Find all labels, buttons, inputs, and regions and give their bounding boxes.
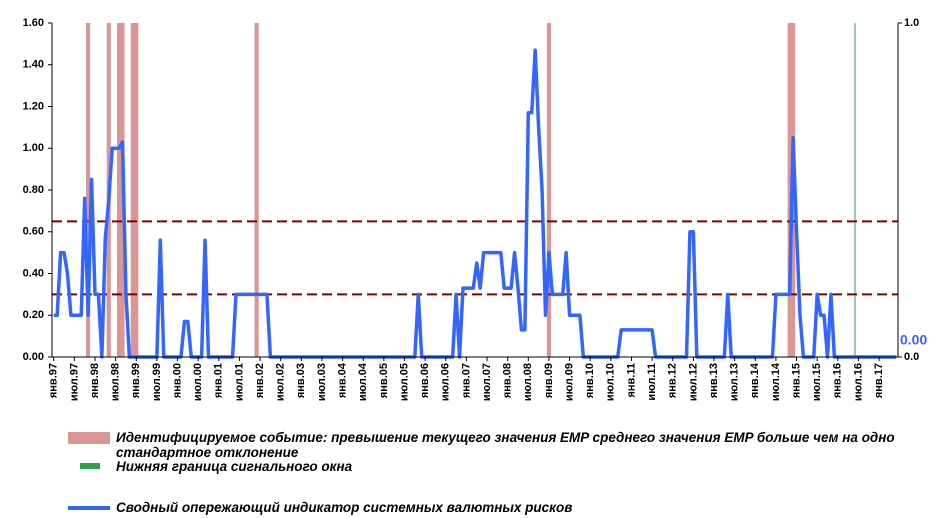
event-bar — [854, 23, 856, 357]
x-tick-label: янв.98 — [89, 363, 101, 398]
legend-label: Нижняя граница сигнального окна — [116, 459, 353, 474]
event-bar — [787, 23, 792, 357]
x-tick-label: янв.03 — [295, 363, 307, 398]
legend-swatch-window — [80, 463, 100, 469]
x-tick-label: янв.02 — [254, 363, 266, 398]
x-tick-label: июл.15 — [811, 363, 823, 401]
legend-label: Сводный опережающий индикатор системных … — [116, 500, 573, 515]
x-tick-label: июл.99 — [151, 363, 163, 401]
event-bar — [86, 23, 91, 357]
x-tick-label: июл.97 — [68, 363, 80, 401]
y-tick-label: 0.20 — [23, 309, 44, 321]
x-tick-label: янв.05 — [378, 363, 390, 398]
event-bar — [116, 23, 122, 357]
x-tick-label: июл.05 — [398, 363, 410, 401]
x-tick-label: июл.13 — [729, 363, 741, 401]
legend-swatch-event — [68, 432, 110, 444]
x-tick-label: янв.09 — [543, 363, 555, 398]
x-tick-label: янв.07 — [460, 363, 472, 398]
x-tick-label: июл.01 — [233, 363, 245, 401]
end-label: 0.00 — [900, 332, 927, 348]
event-bar — [254, 23, 259, 357]
x-tick-label: янв.16 — [832, 363, 844, 398]
y-tick-label: 1.20 — [23, 100, 44, 112]
x-tick-label: июл.08 — [522, 363, 534, 401]
chart: 0.00 0.00 0.20 0.40 0.60 0.80 1.00 1.20 1.40 1.60… — [23, 17, 928, 401]
x-tick-label: июл.98 — [110, 363, 122, 401]
x-tick-label: июл.07 — [481, 363, 493, 401]
x-tick-label: янв.17 — [873, 363, 885, 398]
y-tick-label: 0.60 — [23, 226, 44, 238]
x-tick-label: июл.10 — [605, 363, 617, 401]
x-tick-label: июл.14 — [770, 362, 782, 401]
x-tick-label: янв.15 — [790, 363, 802, 398]
x-tick-label: янв.04 — [337, 362, 349, 398]
x-tick-label: янв.00 — [171, 363, 183, 398]
y-tick-label: 1.40 — [23, 59, 44, 71]
x-tick-label: янв.97 — [48, 363, 60, 398]
x-tick-label: июл.03 — [316, 363, 328, 401]
x-tick-label: июл.04 — [357, 362, 369, 401]
x-tick-label: июл.00 — [192, 363, 204, 401]
x-tick-label: июл.16 — [852, 363, 864, 401]
x-tick-label: июл.09 — [563, 363, 575, 401]
x-tick-label: янв.11 — [625, 363, 637, 398]
x-tick-label: июл.06 — [440, 363, 452, 401]
x-tick-label: янв.12 — [667, 363, 679, 398]
x-tick-label: янв.01 — [213, 363, 225, 398]
y2-tick-label: 0.0 — [904, 351, 919, 363]
x-tick-label: янв.99 — [130, 363, 142, 398]
indicator-line — [53, 48, 897, 359]
y-tick-label: 1.00 — [23, 142, 44, 154]
x-tick-label: июл.02 — [275, 363, 287, 401]
legend-label: Идентифицируемое событие: превышение тек… — [116, 430, 895, 460]
x-tick-label: янв.06 — [419, 363, 431, 398]
event-bar — [130, 23, 135, 357]
x-tick-label: янв.10 — [584, 363, 596, 398]
y-tick-label: 0.00 — [23, 351, 44, 363]
y-tick-label: 1.60 — [23, 17, 44, 29]
x-tick-label: янв.13 — [708, 363, 720, 398]
y-tick-label: 0.80 — [23, 184, 44, 196]
y2-tick-label: 1.0 — [904, 17, 919, 29]
x-tick-label: июл.12 — [687, 363, 699, 401]
legend-swatch-line — [68, 506, 110, 510]
y-tick-label: 0.40 — [23, 267, 44, 279]
event-bar — [546, 23, 552, 357]
event-bar — [134, 23, 139, 357]
x-tick-label: янв.14 — [749, 362, 761, 398]
x-tick-label: июл.11 — [646, 363, 658, 401]
x-tick-label: янв.08 — [502, 363, 514, 398]
